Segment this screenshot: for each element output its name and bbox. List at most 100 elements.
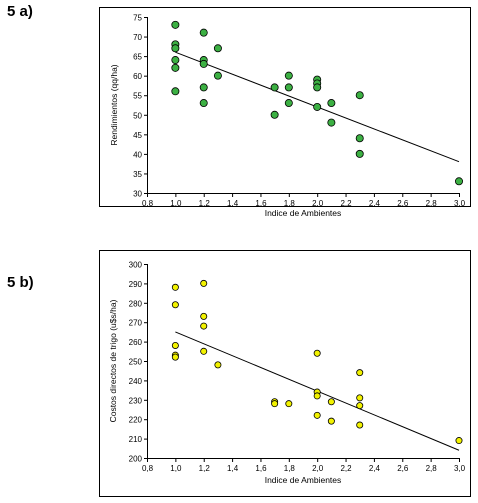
data-point bbox=[171, 353, 179, 361]
data-point bbox=[171, 301, 179, 309]
y-tick-label: 300 bbox=[129, 261, 143, 270]
x-tick-label: 1,2 bbox=[199, 464, 211, 473]
chart-frame bbox=[99, 250, 471, 497]
y-axis-label: Costos directos de trigo (u$s/ha) bbox=[108, 299, 118, 422]
x-tick-label: 2,6 bbox=[397, 199, 409, 208]
data-point bbox=[200, 279, 208, 287]
data-point bbox=[171, 341, 179, 349]
data-point bbox=[214, 361, 222, 369]
chart-costs: 200 210 220 230 240 250 260 270 280 290 300 0,8 1,0 1… bbox=[99, 250, 471, 497]
data-point bbox=[455, 437, 463, 445]
data-point bbox=[199, 59, 208, 68]
x-tick-label: 0,8 bbox=[142, 464, 154, 473]
y-tick-label: 230 bbox=[129, 396, 143, 405]
data-point bbox=[313, 392, 321, 400]
x-tick-label: 2,0 bbox=[312, 464, 324, 473]
data-point bbox=[356, 402, 364, 410]
data-point bbox=[171, 56, 180, 65]
y-tick-label: 75 bbox=[133, 14, 142, 23]
x-tick-label: 3,0 bbox=[454, 464, 466, 473]
data-point bbox=[313, 349, 321, 357]
y-tick-label: 45 bbox=[133, 131, 142, 140]
data-point bbox=[171, 44, 180, 53]
data-point bbox=[171, 87, 180, 96]
data-point bbox=[200, 322, 208, 330]
data-point bbox=[284, 99, 293, 108]
x-axis-label: Indice de Ambientes bbox=[265, 475, 342, 485]
data-point bbox=[356, 421, 364, 429]
y-tick-label: 260 bbox=[129, 338, 143, 347]
y-tick-label: 50 bbox=[133, 111, 142, 120]
y-tick-label: 270 bbox=[129, 319, 143, 328]
y-tick-label: 60 bbox=[133, 72, 142, 81]
data-point bbox=[356, 394, 364, 402]
data-point bbox=[271, 400, 279, 408]
x-tick-label: 2,8 bbox=[426, 464, 438, 473]
data-point bbox=[327, 99, 336, 108]
x-tick-label: 1,6 bbox=[255, 199, 267, 208]
x-tick-label: 2,4 bbox=[369, 464, 381, 473]
data-point bbox=[313, 102, 322, 111]
y-tick-label: 220 bbox=[129, 416, 143, 425]
data-point bbox=[171, 20, 180, 29]
y-tick-label: 250 bbox=[129, 358, 143, 367]
data-point bbox=[285, 400, 293, 408]
chart-yield: 30 35 40 45 50 55 60 65 70 75 0,8 1,0 1,2 1,4 1,6 1,8 2,… bbox=[99, 7, 471, 218]
data-point bbox=[270, 110, 279, 119]
data-point bbox=[213, 71, 222, 80]
panel-label-a: 5 a) bbox=[7, 3, 33, 20]
data-point bbox=[454, 177, 463, 186]
data-point bbox=[171, 283, 179, 291]
x-tick-label: 1,4 bbox=[227, 464, 239, 473]
data-point bbox=[313, 83, 322, 92]
y-axis-label: Rendimientos (qq/ha) bbox=[109, 64, 119, 145]
data-point bbox=[356, 369, 364, 377]
data-point bbox=[200, 347, 208, 355]
data-point bbox=[284, 71, 293, 80]
data-point bbox=[270, 83, 279, 92]
data-point bbox=[327, 118, 336, 127]
data-point bbox=[355, 134, 364, 143]
x-tick-label: 1,8 bbox=[284, 464, 296, 473]
data-point bbox=[313, 411, 321, 419]
y-tick-label: 40 bbox=[133, 150, 142, 159]
data-point bbox=[355, 149, 364, 158]
chart-frame bbox=[99, 7, 471, 207]
data-point bbox=[199, 99, 208, 108]
data-point bbox=[284, 83, 293, 92]
x-tick-label: 2,6 bbox=[397, 464, 409, 473]
y-tick-label: 70 bbox=[133, 33, 142, 42]
x-tick-label: 3,0 bbox=[454, 199, 466, 208]
x-tick-label: 2,4 bbox=[369, 199, 381, 208]
y-tick-label: 30 bbox=[133, 190, 142, 199]
data-point bbox=[327, 398, 335, 406]
x-tick-label: 2,0 bbox=[312, 199, 324, 208]
y-tick-label: 210 bbox=[129, 435, 143, 444]
x-tick-label: 1,6 bbox=[255, 464, 267, 473]
x-tick-label: 1,4 bbox=[227, 199, 239, 208]
panel-label-b: 5 b) bbox=[7, 274, 34, 291]
x-axis-label: Indice de Ambientes bbox=[265, 208, 342, 218]
x-tick-label: 2,2 bbox=[340, 199, 352, 208]
x-tick-label: 2,8 bbox=[426, 199, 438, 208]
x-tick-label: 1,8 bbox=[284, 199, 296, 208]
data-point bbox=[213, 44, 222, 53]
x-tick-label: 1,2 bbox=[199, 199, 211, 208]
y-tick-label: 240 bbox=[129, 377, 143, 386]
data-point bbox=[355, 91, 364, 100]
data-point bbox=[199, 83, 208, 92]
x-tick-label: 2,2 bbox=[340, 464, 352, 473]
data-point bbox=[199, 28, 208, 37]
data-point bbox=[200, 312, 208, 320]
data-point bbox=[327, 417, 335, 425]
y-tick-label: 55 bbox=[133, 92, 142, 101]
y-tick-label: 65 bbox=[133, 53, 142, 62]
x-tick-label: 1,0 bbox=[170, 199, 182, 208]
x-tick-label: 0,8 bbox=[142, 199, 154, 208]
y-tick-label: 200 bbox=[129, 455, 143, 464]
y-tick-label: 280 bbox=[129, 299, 143, 308]
y-tick-label: 35 bbox=[133, 170, 142, 179]
y-tick-label: 290 bbox=[129, 280, 143, 289]
x-tick-label: 1,0 bbox=[170, 464, 182, 473]
